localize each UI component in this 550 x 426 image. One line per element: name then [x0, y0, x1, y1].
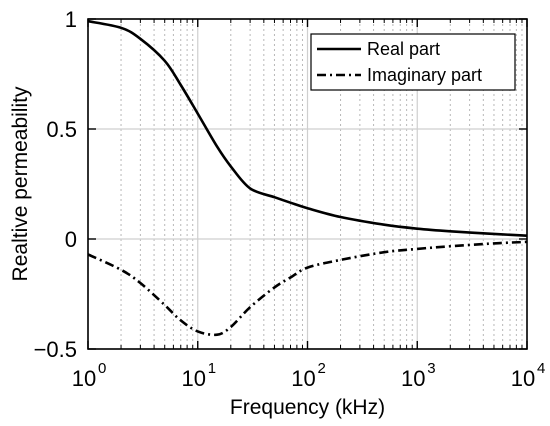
x-tick-exponent: 3 — [427, 360, 435, 377]
x-tick-label: 10 — [511, 366, 535, 391]
legend-label-imaginary: Imaginary part — [367, 65, 482, 85]
ticks — [87, 18, 528, 350]
x-tick-label: 10 — [401, 366, 425, 391]
x-tick-exponent: 1 — [208, 360, 216, 377]
y-tick-labels: 1 0.5 0 −0.5 — [34, 7, 77, 362]
y-tick-label: 1 — [65, 7, 77, 32]
series-real-part-line — [87, 19, 528, 237]
x-tick-label: 10 — [72, 366, 96, 391]
x-tick-label: 10 — [182, 366, 206, 391]
y-tick-label: 0 — [65, 227, 77, 252]
y-tick-label: −0.5 — [34, 337, 77, 362]
x-tick-exponent: 2 — [318, 360, 326, 377]
x-tick-exponent: 4 — [537, 360, 545, 377]
y-tick-label: 0.5 — [46, 117, 77, 142]
x-tick-label: 10 — [291, 366, 315, 391]
x-tick-exponent: 0 — [98, 360, 106, 377]
series-imaginary-part-line — [87, 240, 528, 337]
y-axis-title: Realtive permeability — [9, 86, 32, 281]
x-axis-title: Frequency (kHz) — [230, 396, 385, 419]
series-layer — [87, 19, 528, 337]
x-tick-labels: 10 0 10 1 10 2 10 3 10 4 — [72, 360, 546, 391]
legend-box — [310, 33, 516, 91]
legend-label-real: Real part — [367, 39, 440, 59]
legend: Real part Imaginary part — [310, 33, 516, 91]
